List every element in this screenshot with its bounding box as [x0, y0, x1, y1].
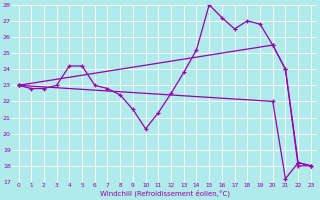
X-axis label: Windchill (Refroidissement éolien,°C): Windchill (Refroidissement éolien,°C) [100, 190, 230, 197]
